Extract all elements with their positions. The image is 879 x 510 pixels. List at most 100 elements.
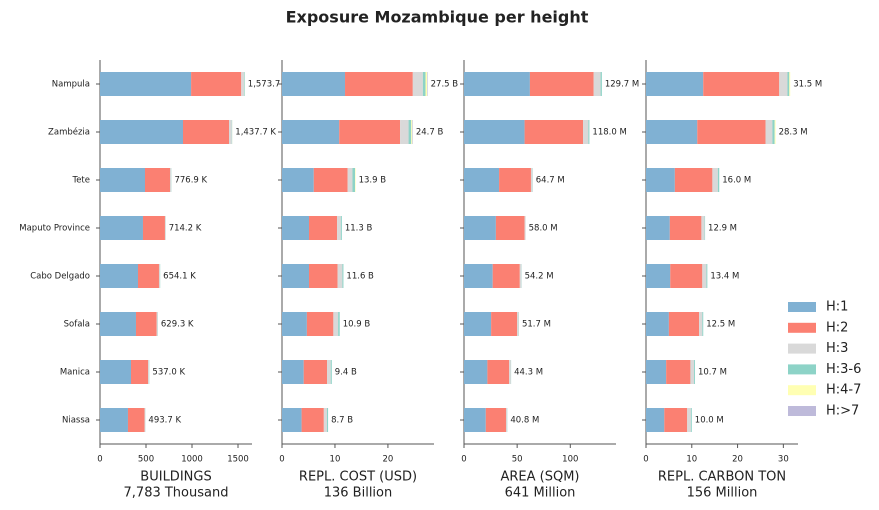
bar-segment — [646, 264, 671, 288]
total-label: 51.7 M — [522, 320, 551, 330]
bar-segment — [339, 120, 401, 144]
bar-segment — [144, 408, 146, 432]
bar-segment — [646, 408, 665, 432]
bar-segment — [138, 264, 159, 288]
total-label: 1,573.7 K — [248, 80, 289, 90]
total-label: 64.7 M — [536, 176, 565, 186]
x-axis-sublabel: 156 Million — [687, 486, 758, 501]
bar-segment — [309, 216, 338, 240]
bar-segment — [164, 216, 166, 240]
legend-label: H:3 — [826, 341, 848, 356]
total-label: 12.9 M — [708, 224, 737, 234]
bar-segment — [301, 408, 324, 432]
total-label: 31.5 M — [793, 80, 822, 90]
bar-segment — [690, 408, 692, 432]
bar-segment — [327, 360, 331, 384]
bar-segment — [340, 216, 342, 240]
bar-segment — [492, 264, 520, 288]
bar-segment — [697, 120, 766, 144]
bar-segment — [400, 120, 409, 144]
bar-segment — [100, 264, 138, 288]
legend-label: H:>7 — [826, 404, 859, 419]
total-label: 8.7 B — [331, 416, 353, 426]
total-label: 654.1 K — [163, 272, 196, 282]
bar-segment — [464, 120, 525, 144]
bar-segment — [772, 120, 775, 144]
bar-segment — [464, 408, 486, 432]
bar-segment — [487, 360, 510, 384]
y-tick-label: Tete — [71, 176, 90, 186]
bar-segment — [330, 360, 332, 384]
bar-segment — [228, 120, 232, 144]
bar-segment — [100, 120, 183, 144]
x-tick-label: 0 — [461, 455, 466, 465]
bar-segment — [774, 120, 776, 144]
bar-segment — [464, 264, 493, 288]
bar-segment — [712, 168, 718, 192]
bar-segment — [411, 120, 413, 144]
bar-segment — [100, 312, 136, 336]
legend-swatch — [788, 385, 816, 396]
bar-segment — [182, 120, 229, 144]
legend-label: H:3-6 — [826, 362, 861, 377]
bar-segment — [706, 264, 708, 288]
total-label: 9.4 B — [335, 368, 357, 378]
bar-segment — [243, 72, 245, 96]
x-tick-label: 0 — [97, 455, 102, 465]
legend-label: H:4-7 — [826, 383, 861, 398]
total-label: 13.9 B — [359, 176, 387, 186]
legend-swatch — [788, 343, 816, 354]
bar-segment — [241, 72, 244, 96]
bar-segment — [517, 312, 519, 336]
bar-segment — [789, 72, 791, 96]
bar-segment — [100, 408, 128, 432]
bar-segment — [701, 216, 705, 240]
x-tick-label: 10 — [686, 455, 697, 465]
bar-segment — [142, 216, 165, 240]
bar-segment — [646, 216, 670, 240]
total-label: 24.7 B — [416, 128, 444, 138]
total-label: 11.6 B — [346, 272, 374, 282]
x-axis-sublabel: 7,783 Thousand — [124, 486, 229, 501]
total-label: 776.9 K — [174, 176, 207, 186]
bar-segment — [485, 408, 506, 432]
bar-segment — [646, 72, 704, 96]
legend-swatch — [788, 302, 816, 312]
bar-segment — [779, 72, 788, 96]
y-tick-label: Niassa — [62, 416, 90, 426]
bar-segment — [337, 264, 343, 288]
bar-segment — [646, 312, 669, 336]
total-label: 11.3 B — [345, 224, 373, 234]
bar-segment — [333, 312, 339, 336]
bar-segment — [131, 360, 149, 384]
bar-segment — [313, 168, 348, 192]
bar-segment — [530, 168, 533, 192]
bar-segment — [464, 72, 530, 96]
bar-segment — [699, 312, 703, 336]
bar-segment — [282, 216, 310, 240]
total-label: 58.0 M — [529, 224, 558, 234]
total-label: 10.9 B — [343, 320, 371, 330]
bar-segment — [646, 168, 675, 192]
bar-segment — [127, 408, 145, 432]
x-axis-label: REPL. CARBON TON — [658, 470, 786, 485]
bar-segment — [327, 408, 329, 432]
bar-segment — [323, 408, 328, 432]
x-tick-label: 50 — [512, 455, 523, 465]
y-tick-label: Maputo Province — [19, 224, 90, 234]
total-label: 44.3 M — [514, 368, 543, 378]
bar-segment — [499, 168, 531, 192]
x-tick-label: 1000 — [181, 455, 203, 465]
bar-segment — [425, 72, 428, 96]
bar-segment — [600, 72, 602, 96]
bar-segment — [347, 168, 353, 192]
bar-segment — [282, 120, 340, 144]
bar-segment — [144, 168, 171, 192]
bar-segment — [509, 360, 511, 384]
bar-segment — [282, 408, 302, 432]
y-tick-label: Nampula — [52, 80, 90, 90]
x-axis-sublabel: 641 Million — [505, 486, 576, 501]
x-axis-label: BUILDINGS — [140, 470, 211, 485]
y-tick-label: Sofala — [64, 320, 90, 330]
bar-segment — [524, 216, 526, 240]
